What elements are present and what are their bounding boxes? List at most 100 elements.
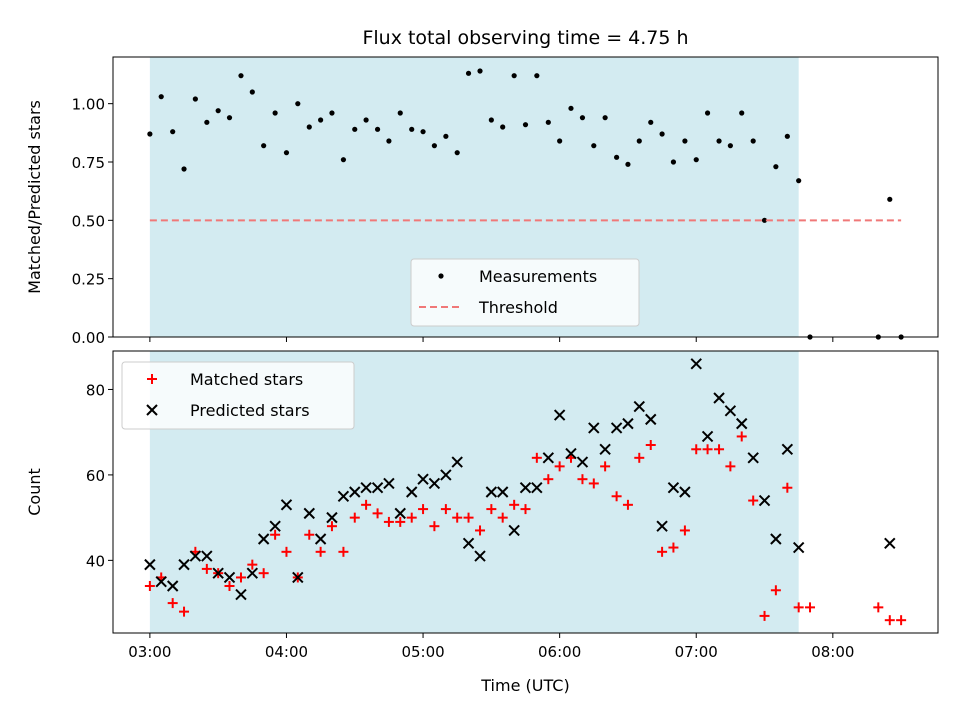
predicted-star-marker	[440, 469, 452, 481]
predicted-star-marker	[713, 392, 725, 404]
legend-box	[410, 258, 640, 327]
measurements-panel: 0.00 0.25 0.50 0.75 1.00 Flux total observin…	[25, 27, 939, 347]
y-axis-label: Count	[25, 468, 44, 516]
y-axis-ticks: 0.00 0.25 0.50 0.75 1.00	[72, 96, 113, 347]
measurement-point	[568, 105, 574, 111]
predicted-star-marker	[178, 558, 190, 571]
matched-star-marker	[657, 546, 668, 557]
predicted-star-marker	[406, 486, 418, 498]
predicted-star-marker	[235, 588, 247, 601]
matched-star-marker	[475, 525, 486, 536]
y-tick-label: 0.50	[72, 212, 105, 230]
predicted-star-marker	[576, 456, 589, 468]
matched-star-marker	[509, 499, 520, 510]
measurement-point	[784, 133, 790, 139]
matched-star-marker	[782, 482, 793, 493]
x-tick-label: 08:00	[811, 643, 854, 661]
measurement-point	[773, 164, 779, 170]
matched-star-marker	[611, 491, 622, 502]
matched-star-marker	[884, 615, 895, 626]
chart-title: Flux total observing time = 4.75 h	[362, 27, 688, 49]
matched-star-marker	[520, 504, 531, 515]
predicted-star-marker	[736, 417, 748, 430]
measurement-point	[340, 157, 347, 163]
measurement-point	[522, 122, 529, 128]
y-tick-label: 0.75	[72, 154, 105, 172]
predicted-star-marker	[770, 533, 782, 545]
matched-star-marker	[235, 572, 246, 583]
measurement-point	[477, 68, 483, 74]
matched-star-marker	[497, 512, 508, 523]
measurement-point	[716, 138, 722, 144]
legend-box	[121, 361, 355, 430]
predicted-star-marker	[747, 452, 759, 464]
predicted-star-marker	[394, 507, 406, 520]
y-tick-label: 40	[86, 552, 105, 570]
matched-star-marker	[634, 452, 645, 463]
y-axis-ticks: 40 60 80	[86, 381, 113, 570]
measurement-point	[352, 126, 358, 132]
measurement-point	[545, 119, 551, 125]
predicted-star-marker	[792, 541, 805, 554]
matched-star-marker	[577, 474, 588, 485]
predicted-star-marker	[645, 413, 657, 426]
matched-star-marker	[224, 581, 235, 591]
predicted-star-marker	[690, 358, 702, 370]
matched-star-marker	[600, 461, 611, 472]
measurement-point	[500, 124, 506, 130]
matched-star-marker	[805, 602, 816, 613]
legend-matched-swatch	[147, 374, 157, 384]
measurement-point	[374, 126, 381, 132]
y-tick-label: 60	[86, 467, 105, 485]
matched-star-marker	[270, 529, 281, 540]
predicted-star-marker	[257, 533, 270, 545]
matched-star-marker	[691, 444, 702, 455]
measurement-point	[591, 143, 597, 149]
matched-star-marker	[406, 512, 417, 523]
matched-star-marker	[748, 495, 759, 506]
predicted-star-marker	[280, 499, 293, 511]
measurement-point	[158, 94, 164, 100]
measurement-point	[670, 159, 677, 165]
measurement-point	[465, 70, 472, 76]
measurement-point	[295, 101, 301, 107]
measurement-point	[579, 115, 586, 121]
matched-star-marker	[304, 529, 315, 540]
predicted-star-marker	[474, 550, 486, 562]
matched-star-marker	[315, 546, 326, 557]
measurement-point	[238, 73, 244, 79]
predicted-star-marker	[212, 567, 224, 579]
measurement-point	[727, 143, 733, 149]
predicted-star-marker	[724, 405, 737, 417]
measurement-point	[431, 143, 437, 149]
measurement-point	[488, 117, 494, 123]
measurement-point	[761, 217, 768, 223]
measurement-point	[204, 119, 210, 125]
measurement-point	[329, 110, 335, 116]
predicted-star-marker	[428, 477, 441, 490]
measurement-point	[420, 129, 426, 135]
x-tick-label: 04:00	[265, 643, 308, 661]
x-tick-label: 07:00	[675, 643, 718, 661]
predicted-star-marker	[166, 580, 179, 592]
matched-star-marker	[622, 499, 633, 510]
measurement-point	[704, 110, 711, 116]
predicted-star-marker	[553, 409, 566, 421]
predicted-star-marker	[371, 482, 384, 494]
predicted-star-marker	[519, 482, 532, 494]
predicted-star-marker	[269, 520, 281, 532]
measurement-point	[511, 73, 517, 79]
y-tick-label: 0.25	[72, 271, 105, 289]
predicted-star-marker	[246, 567, 259, 579]
measurement-point	[306, 124, 312, 130]
x-axis-ticks: 03:00 04:00 05:00 06:00 07:00 08:00	[128, 633, 854, 661]
predicted-star-marker	[326, 511, 338, 524]
predicted-star-marker	[360, 482, 372, 494]
predicted-star-marker	[383, 477, 395, 490]
matched-star-marker	[372, 508, 383, 519]
x-axis-ticks	[149, 337, 834, 342]
matched-star-marker	[383, 516, 394, 527]
matched-star-marker	[759, 610, 770, 621]
predicted-star-marker	[223, 571, 236, 584]
